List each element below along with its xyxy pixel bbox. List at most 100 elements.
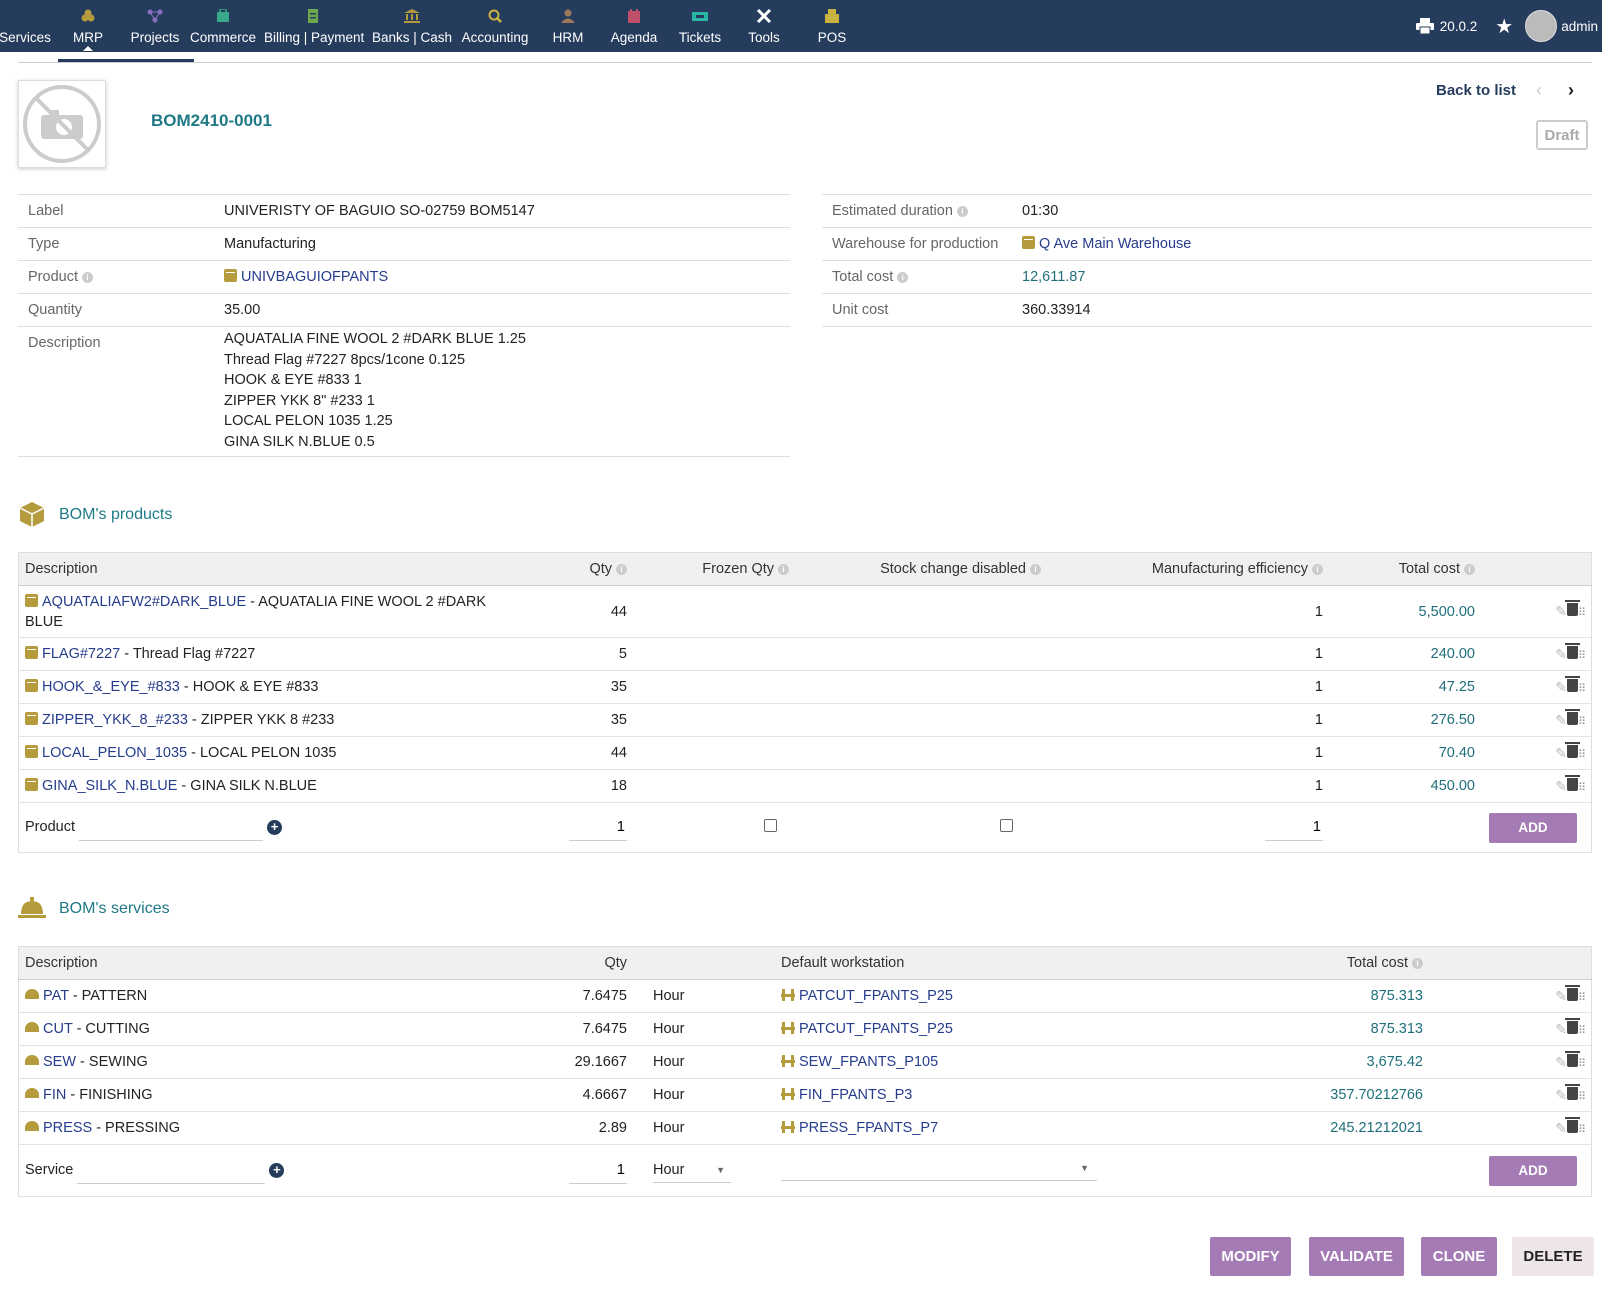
- user-name[interactable]: admin: [1561, 18, 1598, 34]
- menu-tools[interactable]: Tools: [736, 0, 792, 52]
- drag-handle-icon[interactable]: ⠿: [1577, 781, 1586, 794]
- next-record-icon[interactable]: ›: [1568, 80, 1574, 100]
- service-link[interactable]: PAT: [43, 988, 69, 1004]
- product-link[interactable]: ZIPPER_YKK_8_#233: [42, 712, 188, 728]
- product-link[interactable]: GINA_SILK_N.BLUE: [42, 778, 178, 794]
- edit-pencil-icon[interactable]: ✎: [1555, 1119, 1567, 1136]
- menu-accounting[interactable]: Accounting: [458, 0, 532, 52]
- product-link[interactable]: LOCAL_PELON_1035: [42, 745, 188, 761]
- col-qty[interactable]: Qty i: [541, 552, 633, 586]
- delete-trash-icon[interactable]: [1564, 708, 1580, 725]
- menu-projects[interactable]: Projects: [126, 0, 184, 52]
- description-line: Thread Flag #7227 8pcs/1cone 0.125: [224, 351, 466, 368]
- drag-handle-icon[interactable]: ⠿: [1577, 991, 1586, 1004]
- menu-pos[interactable]: POS: [804, 0, 860, 52]
- efficiency-input[interactable]: [1265, 814, 1323, 841]
- drag-handle-icon[interactable]: ⠿: [1577, 649, 1586, 662]
- back-to-list-link[interactable]: Back to list: [1436, 82, 1517, 99]
- object-photo-placeholder[interactable]: [18, 80, 106, 168]
- drag-handle-icon[interactable]: ⠿: [1577, 1123, 1586, 1136]
- edit-pencil-icon[interactable]: ✎: [1555, 711, 1567, 728]
- drag-handle-icon[interactable]: ⠿: [1577, 607, 1586, 619]
- menu-hrm[interactable]: HRM: [540, 0, 596, 52]
- warehouse-link[interactable]: Q Ave Main Warehouse: [1039, 236, 1192, 252]
- product-link[interactable]: UNIVBAGUIOFPANTS: [241, 269, 389, 285]
- col-total-cost[interactable]: Total cost i: [1207, 946, 1429, 980]
- validate-button[interactable]: VALIDATE: [1309, 1237, 1404, 1276]
- delete-trash-icon[interactable]: [1564, 1050, 1580, 1067]
- add-circle-icon[interactable]: +: [267, 819, 283, 835]
- service-link[interactable]: SEW: [43, 1054, 77, 1070]
- modify-button[interactable]: MODIFY: [1210, 1237, 1291, 1276]
- menu-mrp[interactable]: MRP: [62, 0, 114, 52]
- workstation-link[interactable]: SEW_FPANTS_P105: [799, 1054, 939, 1070]
- add-circle-icon[interactable]: +: [269, 1162, 285, 1178]
- product-qty-input[interactable]: [569, 814, 627, 841]
- workstation-link[interactable]: PATCUT_FPANTS_P25: [799, 1021, 953, 1037]
- service-link[interactable]: PRESS: [43, 1120, 93, 1136]
- edit-pencil-icon[interactable]: ✎: [1555, 777, 1567, 794]
- service-qty-input[interactable]: [569, 1157, 627, 1184]
- drag-handle-icon[interactable]: ⠿: [1577, 682, 1586, 695]
- printer-icon[interactable]: [1415, 18, 1434, 34]
- bookmark-star-icon[interactable]: ★: [1495, 15, 1514, 38]
- menu-billing[interactable]: Billing | Payment: [264, 0, 364, 52]
- col-total-cost[interactable]: Total cost i: [1329, 552, 1481, 586]
- workstation-link[interactable]: PRESS_FPANTS_P7: [799, 1120, 939, 1136]
- drag-handle-icon[interactable]: ⠿: [1577, 1024, 1586, 1037]
- menu-agenda[interactable]: Agenda: [604, 0, 664, 52]
- delete-trash-icon[interactable]: [1564, 741, 1580, 758]
- workstation-link[interactable]: PATCUT_FPANTS_P25: [799, 988, 953, 1004]
- edit-pencil-icon[interactable]: ✎: [1555, 1086, 1567, 1103]
- delete-trash-icon[interactable]: [1564, 1017, 1580, 1034]
- product-link[interactable]: AQUATALIAFW2#DARK_BLUE: [42, 593, 247, 610]
- service-link[interactable]: CUT: [43, 1021, 73, 1037]
- edit-pencil-icon[interactable]: ✎: [1555, 744, 1567, 761]
- previous-record-icon[interactable]: ‹: [1536, 80, 1542, 100]
- menu-tickets[interactable]: Tickets: [672, 0, 728, 52]
- edit-pencil-icon[interactable]: ✎: [1555, 1053, 1567, 1070]
- drag-handle-icon[interactable]: ⠿: [1577, 1057, 1586, 1070]
- menu-services[interactable]: Services: [0, 0, 54, 52]
- unit-select[interactable]: Hour ▼: [653, 1158, 731, 1183]
- delete-trash-icon[interactable]: [1564, 675, 1580, 692]
- menu-commerce[interactable]: Commerce: [190, 0, 256, 52]
- workstation-link[interactable]: FIN_FPANTS_P3: [799, 1087, 913, 1103]
- products-section-title: BOM's products: [59, 506, 173, 523]
- clone-button[interactable]: CLONE: [1421, 1237, 1497, 1276]
- col-description[interactable]: Description: [18, 946, 541, 980]
- stock-change-checkbox[interactable]: [1000, 819, 1013, 832]
- delete-button[interactable]: DELETE: [1512, 1237, 1594, 1276]
- col-workstation[interactable]: Default workstation: [775, 946, 1207, 980]
- edit-pencil-icon[interactable]: ✎: [1555, 987, 1567, 1004]
- delete-trash-icon[interactable]: [1564, 642, 1580, 659]
- delete-trash-icon[interactable]: [1564, 1083, 1580, 1100]
- col-stock-change[interactable]: Stock change disabled i: [795, 552, 1047, 586]
- drag-handle-icon[interactable]: ⠿: [1577, 748, 1586, 761]
- product-link[interactable]: HOOK_&_EYE_#833: [42, 679, 180, 695]
- delete-trash-icon[interactable]: [1564, 1116, 1580, 1133]
- edit-pencil-icon[interactable]: ✎: [1555, 678, 1567, 695]
- product-search-input[interactable]: [79, 814, 264, 841]
- service-search-input[interactable]: [77, 1157, 266, 1184]
- edit-pencil-icon[interactable]: ✎: [1555, 603, 1567, 619]
- drag-handle-icon[interactable]: ⠿: [1577, 1090, 1586, 1103]
- service-link[interactable]: FIN: [43, 1087, 67, 1103]
- menu-banks[interactable]: Banks | Cash: [372, 0, 452, 52]
- add-product-button[interactable]: ADD: [1489, 812, 1577, 843]
- frozen-qty-checkbox[interactable]: [764, 819, 777, 832]
- add-service-button[interactable]: ADD: [1489, 1155, 1577, 1186]
- product-link[interactable]: FLAG#7227: [42, 646, 121, 662]
- workstation-select[interactable]: ▼: [781, 1156, 1097, 1181]
- avatar[interactable]: [1525, 10, 1558, 42]
- edit-pencil-icon[interactable]: ✎: [1555, 645, 1567, 662]
- col-efficiency[interactable]: Manufacturing efficiency i: [1047, 552, 1329, 586]
- delete-trash-icon[interactable]: [1564, 984, 1580, 1001]
- delete-trash-icon[interactable]: [1564, 600, 1580, 616]
- edit-pencil-icon[interactable]: ✎: [1555, 1020, 1567, 1037]
- col-frozen-qty[interactable]: Frozen Qty i: [633, 552, 795, 586]
- drag-handle-icon[interactable]: ⠿: [1577, 715, 1586, 728]
- col-qty[interactable]: Qty: [541, 946, 633, 980]
- col-description[interactable]: Description: [18, 552, 541, 586]
- delete-trash-icon[interactable]: [1564, 774, 1580, 791]
